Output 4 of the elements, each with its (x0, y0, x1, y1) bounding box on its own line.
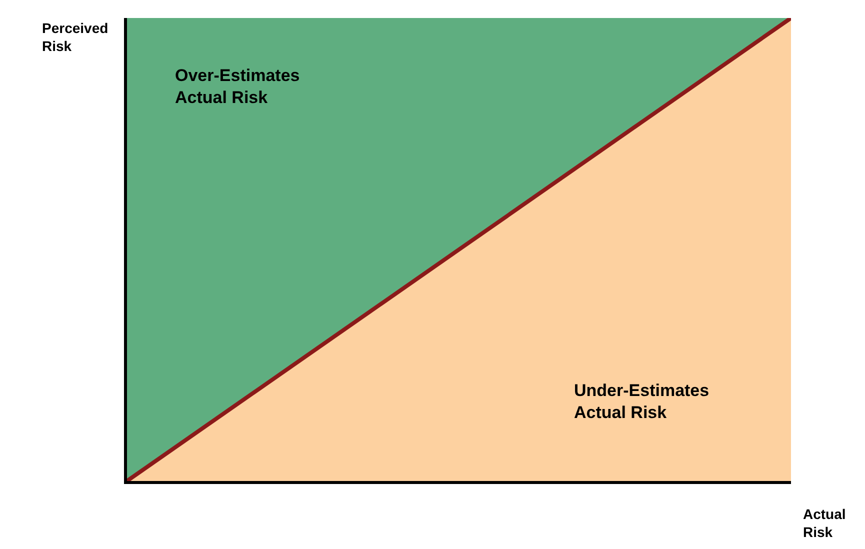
annotation: Over-Estimates Actual Risk (175, 66, 300, 108)
y-axis-title: Perceived Risk (42, 20, 108, 54)
annotation: Under-Estimates Actual Risk (574, 381, 710, 422)
x-axis-title: Actual Risk (803, 506, 846, 540)
